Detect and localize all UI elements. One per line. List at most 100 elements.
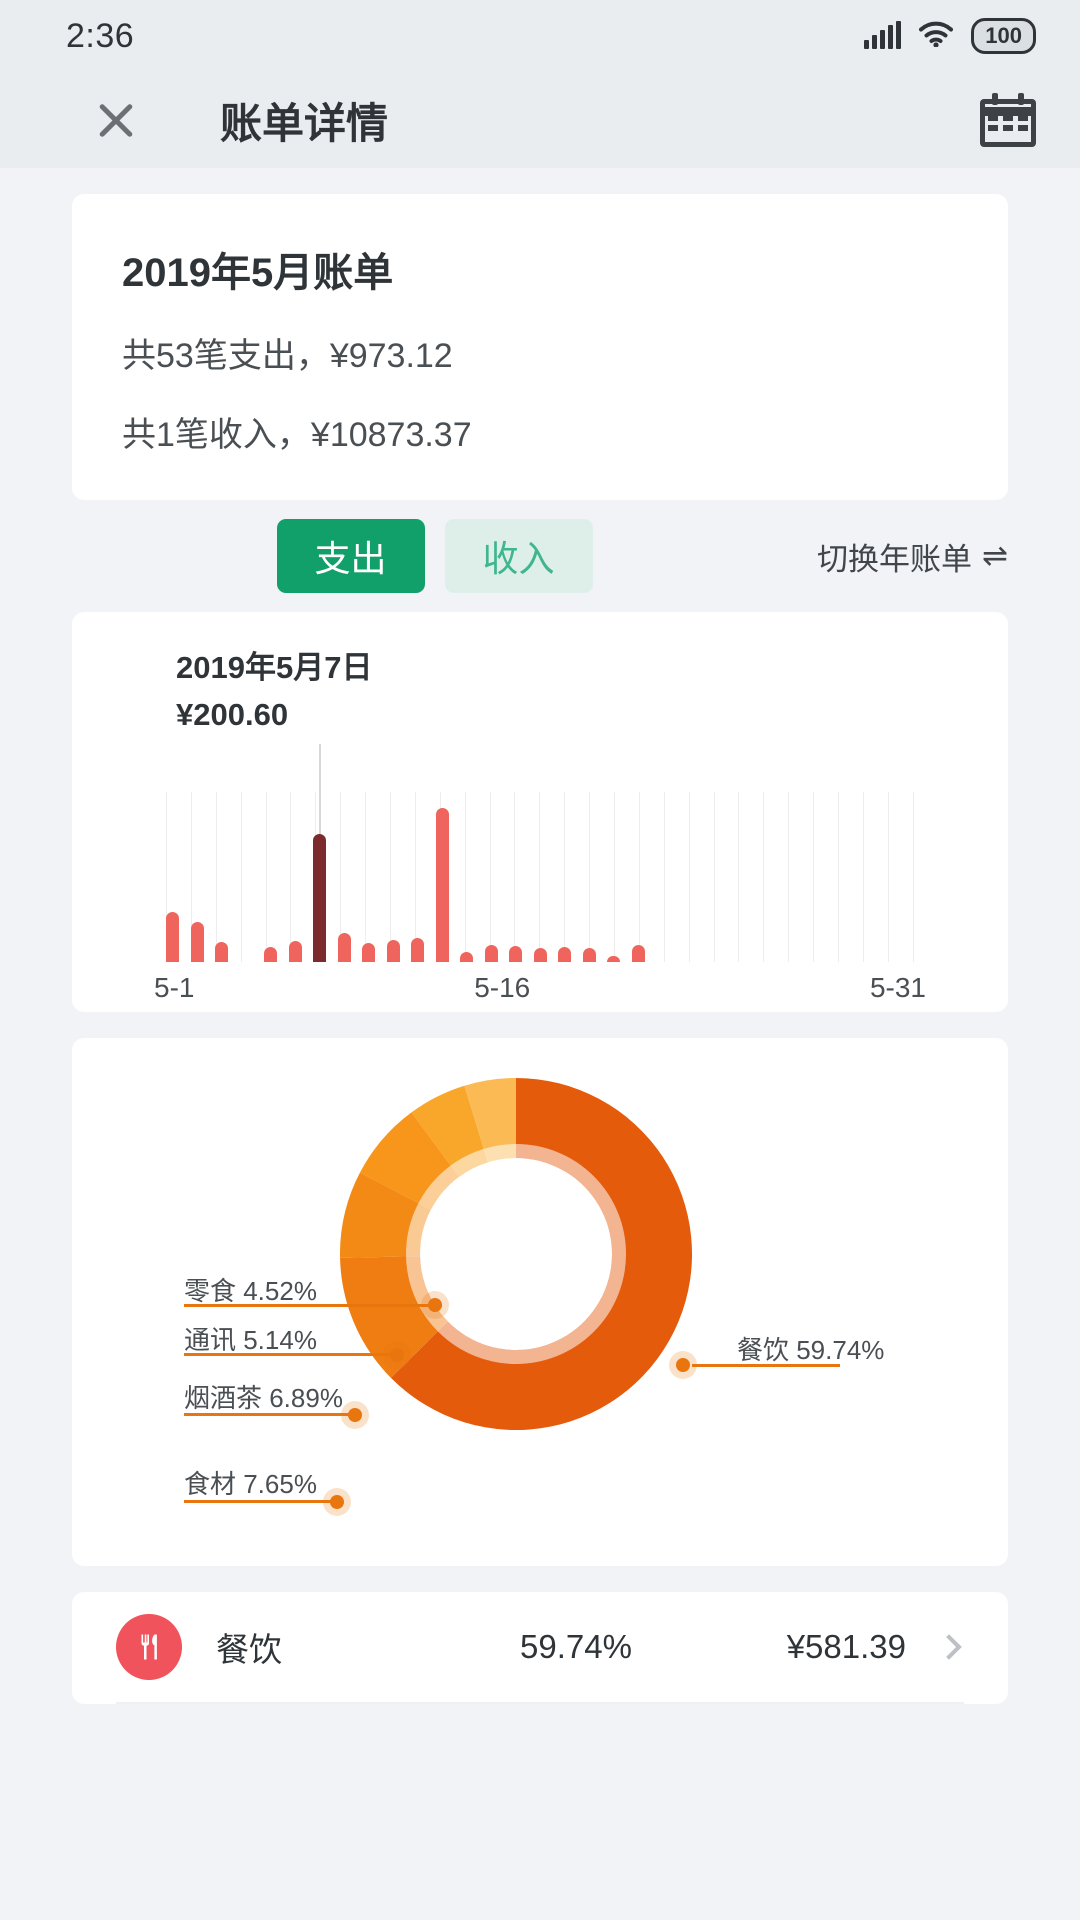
gridline xyxy=(838,792,840,962)
gridline xyxy=(265,792,267,962)
gridline xyxy=(215,792,217,962)
summary-expense-line: 共53笔支出，¥973.12 xyxy=(122,337,453,375)
gridline xyxy=(738,792,740,962)
table-row[interactable]: 餐饮 59.74% ¥581.39 xyxy=(116,1592,964,1704)
category-name: 餐饮 xyxy=(216,1631,282,1668)
gridline xyxy=(166,792,167,962)
status-icons: 100 xyxy=(864,18,1036,54)
signal-icon xyxy=(864,21,902,49)
donut-leader-dot xyxy=(390,1348,404,1362)
donut-label-餐饮: 餐饮 59.74% xyxy=(737,1335,885,1365)
bar-5-10[interactable] xyxy=(386,940,400,962)
donut-leader-line xyxy=(184,1413,352,1416)
bar-5-12[interactable] xyxy=(435,808,449,962)
donut-inner-ring xyxy=(406,1144,626,1364)
bar-chart-plot xyxy=(104,743,976,962)
tooltip-date: 2019年5月7日 xyxy=(176,650,373,685)
bar-5-3[interactable] xyxy=(215,941,228,962)
gridline xyxy=(887,792,889,962)
chevron-right-icon[interactable] xyxy=(936,1634,962,1660)
gridline xyxy=(713,792,715,962)
gridline xyxy=(763,792,765,962)
bar-5-19[interactable] xyxy=(607,956,620,962)
gridline xyxy=(688,792,690,962)
gridline xyxy=(240,792,242,962)
page-header: 账单详情 xyxy=(0,72,1080,168)
donut-leader-dot xyxy=(348,1408,362,1422)
bar-5-16[interactable] xyxy=(533,947,547,962)
donut-leader-line xyxy=(184,1353,394,1356)
donut-label-食材: 食材 7.65% xyxy=(184,1469,317,1499)
x-tick-start: 5-1 xyxy=(154,972,195,1003)
gridline xyxy=(365,792,367,962)
category-list-card: 餐饮 59.74% ¥581.39 xyxy=(72,1592,1008,1704)
donut-labels: 零食 4.52%通讯 5.14%烟酒茶 6.89%食材 7.65%日用品 11.… xyxy=(72,1038,1008,1566)
status-time: 2:36 xyxy=(66,16,135,55)
category-donut-card[interactable]: 零食 4.52%通讯 5.14%烟酒茶 6.89%食材 7.65%日用品 11.… xyxy=(72,1038,1008,1566)
bar-5-17[interactable] xyxy=(558,946,571,962)
switch-year-button[interactable]: 切换年账单 ⇌ xyxy=(817,534,1008,579)
status-bar: 2:36 100 xyxy=(0,0,1080,72)
gridline xyxy=(489,792,491,962)
gridline xyxy=(514,792,516,962)
donut-leader-dot xyxy=(676,1358,690,1372)
calendar-icon[interactable] xyxy=(980,93,1036,147)
tooltip-value: ¥200.60 xyxy=(176,697,289,732)
bar-5-11[interactable] xyxy=(411,937,424,962)
donut-leader-line xyxy=(184,1500,334,1503)
donut-slice-零食[interactable] xyxy=(464,1078,516,1163)
summary-title: 2019年5月账单 xyxy=(122,251,394,295)
bar-5-6[interactable] xyxy=(288,940,302,962)
bar-5-18[interactable] xyxy=(582,947,596,962)
gridline xyxy=(539,792,541,962)
gridline xyxy=(190,792,192,962)
summary-card: 2019年5月账单 共53笔支出，¥973.12 共1笔收入，¥10873.37 xyxy=(72,194,1008,500)
gridline xyxy=(464,792,466,962)
category-percent: 59.74% xyxy=(520,1628,632,1665)
bar-chart-x-axis: 5-1 5-16 5-31 xyxy=(104,972,976,1004)
gridline xyxy=(912,792,914,962)
tab-expense[interactable]: 支出 xyxy=(276,519,425,593)
battery-icon: 100 xyxy=(971,18,1036,54)
summary-income-line: 共1笔收入，¥10873.37 xyxy=(122,416,472,454)
donut-leader-line xyxy=(692,1364,840,1367)
bar-5-13[interactable] xyxy=(460,951,473,962)
bar-5-20[interactable] xyxy=(631,944,645,962)
bar-5-15[interactable] xyxy=(509,946,522,962)
gridline xyxy=(564,792,566,962)
bar-chart-bars[interactable] xyxy=(104,743,976,962)
close-icon[interactable] xyxy=(88,92,144,148)
gridline xyxy=(813,792,815,962)
category-amount: ¥581.39 xyxy=(786,1628,906,1665)
x-tick-mid: 5-16 xyxy=(474,972,531,1003)
x-tick-end: 5-31 xyxy=(869,972,926,1003)
bar-5-7[interactable] xyxy=(313,743,326,962)
bar-5-9[interactable] xyxy=(362,942,375,962)
gridline xyxy=(638,792,640,962)
donut-leader-dot xyxy=(428,1298,442,1312)
donut-label-零食: 零食 4.52% xyxy=(184,1276,317,1306)
bar-5-8[interactable] xyxy=(337,933,351,962)
donut-chart[interactable] xyxy=(340,1078,692,1430)
gridline xyxy=(414,792,416,962)
bar-5-14[interactable] xyxy=(484,945,498,962)
gridline xyxy=(390,792,392,962)
donut-slice-通讯[interactable] xyxy=(411,1085,488,1177)
gridline xyxy=(788,792,790,962)
gridline xyxy=(290,792,292,962)
donut-leader-line xyxy=(184,1304,442,1307)
donut-label-通讯: 通讯 5.14% xyxy=(184,1325,317,1355)
bar-5-2[interactable] xyxy=(190,922,204,962)
type-toggle-row: 支出 收入 切换年账单 ⇌ xyxy=(0,500,1080,612)
gridline xyxy=(862,792,864,962)
wifi-icon xyxy=(919,21,954,52)
restaurant-icon xyxy=(116,1614,182,1680)
swap-arrows-icon: ⇌ xyxy=(982,538,1009,573)
page-title: 账单详情 xyxy=(220,99,389,147)
switch-year-label: 切换年账单 xyxy=(817,541,973,577)
bar-5-5[interactable] xyxy=(264,946,277,962)
tab-income[interactable]: 收入 xyxy=(444,519,593,593)
gridline xyxy=(614,792,616,962)
bar-chart-card[interactable]: 2019年5月7日 ¥200.60 5-1 5-16 5-31 xyxy=(72,612,1008,1012)
bar-5-1[interactable] xyxy=(166,912,179,962)
